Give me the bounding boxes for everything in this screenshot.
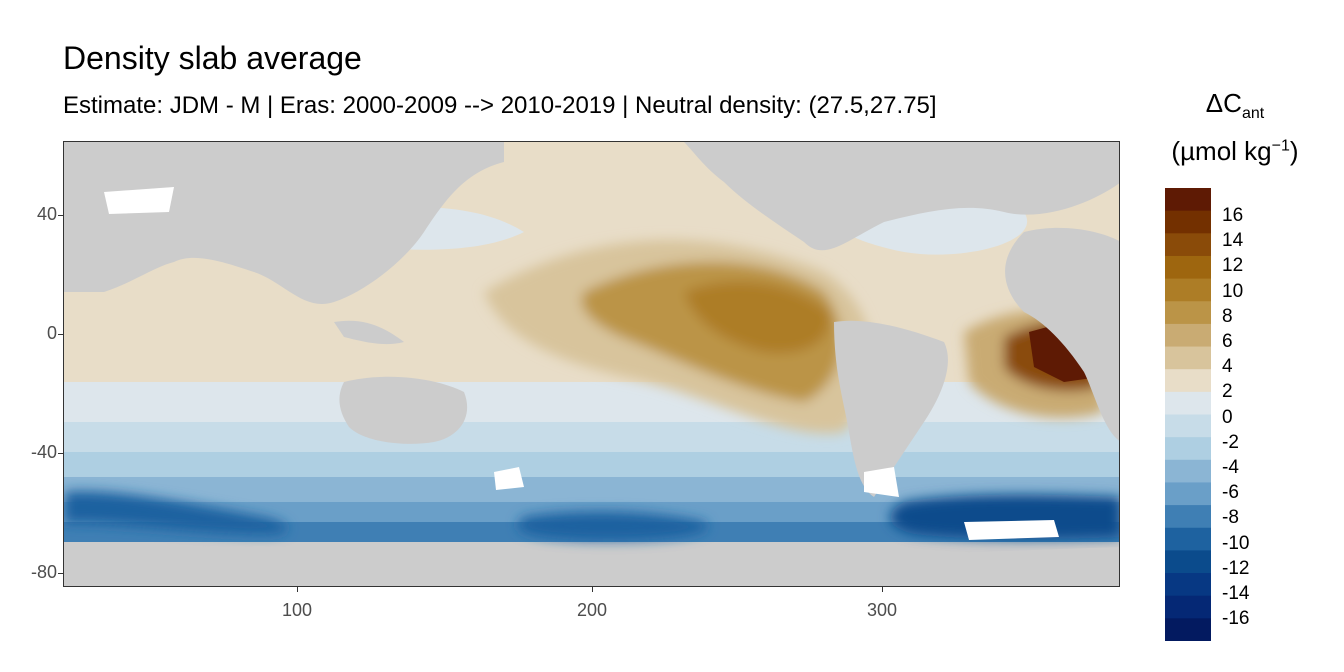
legend-label: 8 bbox=[1222, 305, 1233, 327]
legend-swatch bbox=[1165, 278, 1211, 302]
x-tick-label: 100 bbox=[281, 600, 313, 620]
legend-label: -2 bbox=[1222, 431, 1239, 453]
y-tick-label: 40 bbox=[36, 204, 57, 224]
legend-label: 0 bbox=[1222, 406, 1233, 428]
x-tick-label: 300 bbox=[866, 600, 898, 620]
legend-unit-sup: −1 bbox=[1271, 137, 1290, 155]
y-tick-label: 0 bbox=[46, 323, 57, 343]
legend-label: 12 bbox=[1222, 255, 1244, 277]
legend-swatch bbox=[1165, 550, 1211, 574]
legend-label: -6 bbox=[1222, 482, 1239, 504]
y-tick-label: -40 bbox=[30, 442, 57, 462]
y-tick-mark bbox=[58, 334, 63, 335]
legend-label: 14 bbox=[1222, 230, 1244, 252]
chart-subtitle: Estimate: JDM - M | Eras: 2000-2009 --> … bbox=[63, 92, 937, 119]
legend-label: -8 bbox=[1222, 507, 1239, 529]
legend-title-main: ΔC bbox=[1205, 88, 1242, 118]
missing-data-antarctic bbox=[964, 520, 1059, 540]
ocean-band-south-1 bbox=[64, 382, 1119, 427]
x-tick-mark bbox=[592, 587, 593, 592]
x-tick-mark bbox=[297, 587, 298, 592]
missing-data-indian bbox=[494, 467, 524, 490]
y-tick-mark bbox=[58, 215, 63, 216]
legend-swatch bbox=[1165, 188, 1211, 212]
map-svg bbox=[64, 142, 1119, 586]
legend-label: 6 bbox=[1222, 331, 1233, 352]
legend-unit: (µmol kg−1) bbox=[1160, 136, 1310, 167]
legend-swatch bbox=[1165, 391, 1211, 416]
chart-title: Density slab average bbox=[63, 40, 362, 76]
missing-data-mediterranean bbox=[104, 187, 174, 214]
x-tick-mark bbox=[882, 587, 883, 592]
land-indonesia bbox=[334, 320, 404, 345]
legend-swatch bbox=[1165, 323, 1211, 348]
land-africa bbox=[1005, 227, 1119, 441]
legend-swatch bbox=[1165, 255, 1211, 280]
y-tick-mark bbox=[58, 573, 63, 574]
legend-swatch bbox=[1165, 233, 1211, 257]
land-antarctica bbox=[64, 546, 1119, 586]
land-eurasia bbox=[64, 142, 504, 305]
deep-blue-patch-central bbox=[517, 511, 708, 541]
legend-unit-prefix: (µmol kg bbox=[1171, 136, 1272, 166]
legend-swatch bbox=[1165, 414, 1211, 438]
legend-swatch bbox=[1165, 595, 1211, 619]
legend-label: -14 bbox=[1222, 583, 1250, 604]
legend-swatch bbox=[1165, 346, 1211, 370]
ocean-band-south-2 bbox=[64, 422, 1119, 457]
legend-label: -10 bbox=[1222, 532, 1250, 554]
land-north-america bbox=[684, 142, 1119, 251]
legend-swatch bbox=[1165, 573, 1211, 597]
pacific-anomaly-core bbox=[684, 281, 830, 353]
y-tick-label: -80 bbox=[30, 562, 57, 582]
x-tick-label: 200 bbox=[576, 600, 608, 620]
deep-blue-patch-east bbox=[890, 494, 1119, 539]
legend-label: 4 bbox=[1222, 356, 1233, 378]
land-south-america bbox=[834, 320, 948, 497]
deep-blue-patch-west bbox=[64, 491, 288, 535]
legend-swatch bbox=[1165, 459, 1211, 484]
legend-label: -12 bbox=[1222, 557, 1250, 579]
legend-swatch bbox=[1165, 505, 1211, 529]
missing-data bbox=[104, 187, 1059, 540]
legend-swatch bbox=[1165, 527, 1211, 551]
land-masses bbox=[64, 142, 1119, 586]
legend-unit-suffix: ) bbox=[1289, 136, 1299, 166]
legend-swatch bbox=[1165, 210, 1211, 234]
legend-label: 16 bbox=[1222, 205, 1244, 226]
legend-swatch bbox=[1165, 369, 1211, 393]
legend-swatch bbox=[1165, 437, 1211, 461]
missing-data-south-america bbox=[864, 467, 899, 497]
legend-title: ΔCant bbox=[1160, 88, 1310, 123]
legend-label: -16 bbox=[1222, 608, 1250, 630]
legend-swatch bbox=[1165, 618, 1211, 641]
legend-colorbar bbox=[1165, 188, 1211, 641]
y-tick-mark bbox=[58, 453, 63, 454]
legend-title-sub: ant bbox=[1241, 105, 1265, 123]
legend-label: -4 bbox=[1222, 457, 1239, 478]
legend-label: 2 bbox=[1222, 381, 1233, 403]
land-australia bbox=[339, 376, 468, 444]
map-panel bbox=[63, 141, 1120, 587]
legend-swatch bbox=[1165, 301, 1211, 325]
legend-swatch bbox=[1165, 482, 1211, 506]
legend-label: 10 bbox=[1222, 280, 1244, 302]
